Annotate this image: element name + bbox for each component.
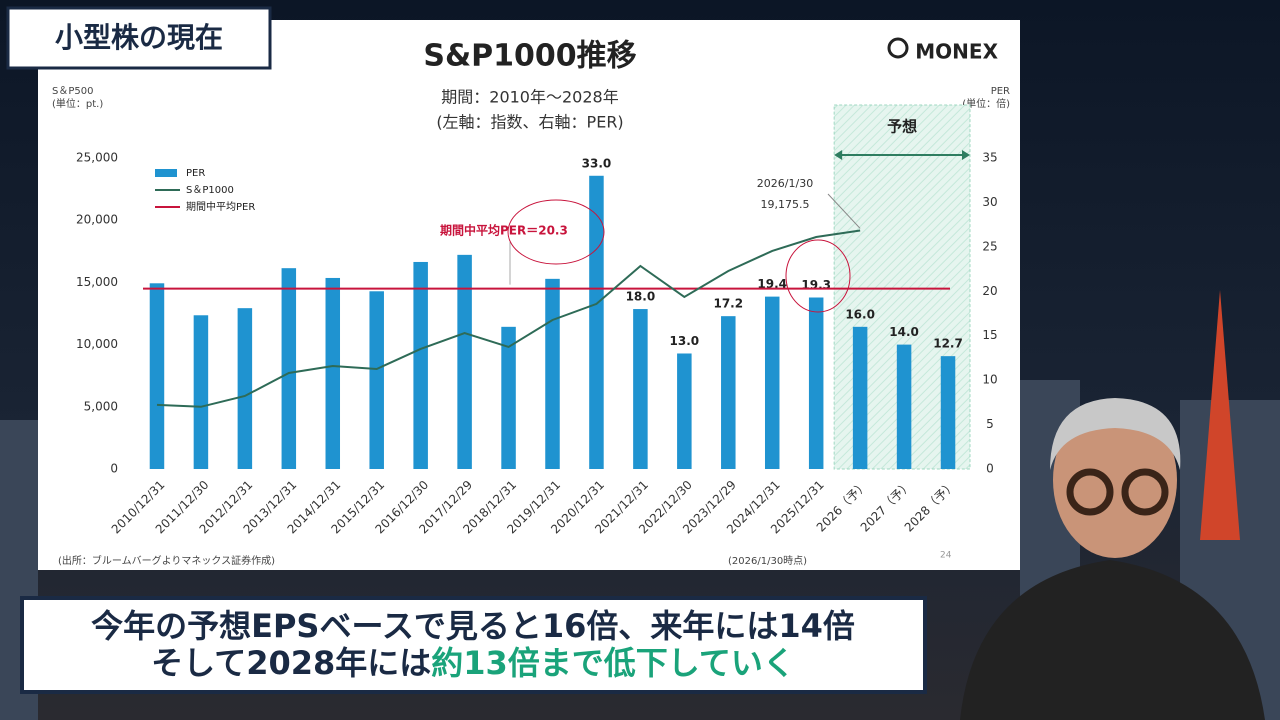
bar: [896, 344, 912, 469]
y2-axis-label: PER: [991, 86, 1010, 97]
legend-label: 期間中平均PER: [186, 200, 255, 213]
y2-tick-label: 30: [982, 195, 997, 209]
y2-tick-label: 20: [982, 284, 997, 298]
caption: 今年の予想EPSベースで見ると16倍、来年には14倍: [91, 607, 855, 645]
subtitle: (左軸：指数、右軸：PER): [436, 113, 623, 132]
y2-tick-label: 35: [982, 151, 997, 165]
bar: [149, 283, 165, 469]
header-box: [6, 6, 272, 70]
bar: [501, 326, 516, 469]
y-tick-label: 0: [110, 462, 118, 476]
bar: [457, 254, 472, 469]
caption-part: そして2028年には: [151, 644, 431, 682]
y-tick-label: 10,000: [76, 337, 118, 351]
legend-label: S＆P1000: [186, 185, 234, 196]
bar: [413, 261, 428, 469]
line: [156, 229, 861, 408]
bar: [808, 297, 824, 469]
source-note: (出所：ブルームバーグよりマネックス証券作成): [58, 554, 275, 567]
data-label: 19.4: [757, 277, 787, 291]
brand-logo: MONEX: [915, 40, 998, 64]
header: 小型株の現在: [55, 21, 223, 54]
data-label: 13.0: [670, 334, 700, 348]
y-tick-label: 15,000: [76, 275, 118, 289]
chart-title: S&P1000推移: [423, 39, 636, 74]
hand-circle: [785, 239, 851, 313]
y-axis-label: (単位：pt.): [52, 97, 103, 110]
data-label: 17.2: [713, 297, 743, 311]
page-number: 24: [940, 551, 952, 561]
y2-tick-label: 10: [982, 373, 997, 387]
data-label: 14.0: [889, 325, 919, 339]
data-label: 33.0: [582, 156, 612, 170]
bar: [940, 356, 956, 469]
bar: [633, 309, 648, 469]
bar: [237, 308, 253, 469]
logo-icon: [887, 37, 909, 59]
data-label: 16.0: [845, 307, 875, 321]
caption-box: [20, 596, 927, 694]
y2-tick-label: 25: [982, 239, 997, 253]
y2-tick-label: 0: [986, 462, 994, 476]
bar: [369, 291, 384, 469]
reference-label: 期間中平均PER＝20.3: [440, 223, 568, 238]
tower: [1200, 290, 1240, 540]
bar: [852, 326, 868, 469]
data-label: 19.3: [801, 278, 831, 292]
bar: [764, 296, 780, 469]
data-label: 18.0: [626, 290, 656, 304]
data-label: 12.7: [933, 337, 963, 351]
point-annotation: 2026/1/30: [757, 177, 813, 190]
bar: [589, 175, 604, 469]
y2-axis-label: (単位：倍): [962, 97, 1010, 110]
y2-tick-label: 15: [982, 328, 997, 342]
caption: そして2028年には約13倍まで低下していく: [151, 644, 795, 682]
legend-label: PER: [186, 168, 205, 179]
point-annotation: 19,175.5: [761, 198, 810, 211]
y2-tick-label: 5: [986, 417, 994, 431]
y-tick-label: 5,000: [84, 399, 118, 413]
bar: [677, 353, 692, 469]
bar: [193, 315, 209, 469]
annotation-leader: [827, 193, 861, 229]
forecast-label: 予想: [887, 118, 917, 136]
y-tick-label: 20,000: [76, 213, 118, 227]
presenter: [960, 398, 1265, 720]
bar: [721, 316, 736, 469]
legend-swatch: [155, 169, 177, 177]
caption-highlight: 約13倍まで低下していく: [431, 644, 795, 682]
bar: [281, 268, 297, 469]
y-tick-label: 25,000: [76, 151, 118, 165]
y-axis-label: S＆P500: [52, 86, 93, 97]
subtitle: 期間：2010年～2028年: [441, 88, 618, 107]
bar: [325, 277, 341, 469]
hand-circle: [507, 199, 605, 265]
bar: [545, 278, 560, 469]
as-of-note: (2026/1/30時点): [728, 555, 807, 567]
